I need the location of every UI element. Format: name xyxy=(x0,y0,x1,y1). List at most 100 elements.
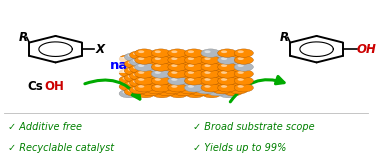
Circle shape xyxy=(232,80,239,83)
Circle shape xyxy=(224,60,243,68)
Circle shape xyxy=(169,82,188,91)
Circle shape xyxy=(211,82,217,85)
Circle shape xyxy=(179,65,198,73)
Circle shape xyxy=(171,85,177,88)
Circle shape xyxy=(238,64,244,67)
Circle shape xyxy=(166,66,172,69)
Circle shape xyxy=(224,87,243,96)
Circle shape xyxy=(169,62,188,70)
Circle shape xyxy=(152,75,172,84)
Circle shape xyxy=(196,65,215,73)
Circle shape xyxy=(238,71,244,74)
Circle shape xyxy=(184,77,204,85)
Circle shape xyxy=(150,73,156,76)
Circle shape xyxy=(218,82,238,91)
Circle shape xyxy=(138,57,144,60)
Circle shape xyxy=(161,61,167,64)
Circle shape xyxy=(152,62,172,70)
Circle shape xyxy=(163,51,182,59)
Circle shape xyxy=(144,61,150,64)
Circle shape xyxy=(129,72,149,80)
Circle shape xyxy=(229,51,248,59)
Circle shape xyxy=(124,74,144,82)
Circle shape xyxy=(227,54,233,57)
Circle shape xyxy=(196,86,215,94)
Circle shape xyxy=(133,66,139,69)
Circle shape xyxy=(216,52,222,55)
Circle shape xyxy=(212,65,232,73)
Circle shape xyxy=(178,61,184,64)
Circle shape xyxy=(135,56,154,64)
Circle shape xyxy=(136,89,155,98)
Circle shape xyxy=(183,87,189,90)
Circle shape xyxy=(168,56,187,64)
Circle shape xyxy=(168,70,187,78)
Circle shape xyxy=(206,63,212,66)
Circle shape xyxy=(222,91,228,94)
Circle shape xyxy=(179,72,198,80)
FancyArrowPatch shape xyxy=(230,76,284,102)
Circle shape xyxy=(144,54,150,57)
Circle shape xyxy=(227,68,233,71)
Circle shape xyxy=(146,72,165,80)
Circle shape xyxy=(135,70,154,78)
Circle shape xyxy=(202,82,221,91)
Circle shape xyxy=(189,91,195,94)
Circle shape xyxy=(211,54,217,57)
Circle shape xyxy=(199,52,205,55)
Circle shape xyxy=(157,81,177,89)
Circle shape xyxy=(199,59,205,62)
Circle shape xyxy=(232,59,239,62)
Circle shape xyxy=(172,84,178,87)
Text: N: N xyxy=(180,59,191,72)
Circle shape xyxy=(178,68,184,71)
Circle shape xyxy=(139,63,145,66)
Circle shape xyxy=(136,75,155,84)
Circle shape xyxy=(206,77,212,80)
Circle shape xyxy=(139,77,145,80)
Circle shape xyxy=(207,67,226,75)
Circle shape xyxy=(191,60,210,68)
Circle shape xyxy=(129,86,149,94)
Circle shape xyxy=(168,84,187,92)
Circle shape xyxy=(204,71,211,74)
Circle shape xyxy=(212,51,232,59)
Circle shape xyxy=(188,71,194,74)
Circle shape xyxy=(201,63,220,71)
Circle shape xyxy=(138,85,144,88)
Circle shape xyxy=(184,70,204,78)
Circle shape xyxy=(135,84,154,92)
Circle shape xyxy=(222,56,228,59)
Circle shape xyxy=(222,77,228,80)
Circle shape xyxy=(152,55,172,63)
Circle shape xyxy=(229,65,248,73)
Circle shape xyxy=(206,70,212,73)
Circle shape xyxy=(185,82,204,91)
Circle shape xyxy=(204,78,211,81)
Circle shape xyxy=(155,71,161,74)
Circle shape xyxy=(128,75,134,78)
Circle shape xyxy=(122,70,129,73)
Circle shape xyxy=(138,78,144,81)
Circle shape xyxy=(163,65,182,73)
Circle shape xyxy=(171,64,177,67)
Circle shape xyxy=(174,87,193,96)
Circle shape xyxy=(124,81,144,89)
Circle shape xyxy=(189,84,195,87)
Circle shape xyxy=(166,59,172,62)
Circle shape xyxy=(218,89,238,98)
Circle shape xyxy=(191,74,210,82)
Circle shape xyxy=(184,56,204,64)
Circle shape xyxy=(122,84,129,87)
Circle shape xyxy=(234,49,253,57)
Circle shape xyxy=(141,87,160,96)
Circle shape xyxy=(202,55,221,63)
Circle shape xyxy=(168,63,187,71)
Circle shape xyxy=(139,91,145,94)
Circle shape xyxy=(144,68,150,71)
Circle shape xyxy=(185,55,204,63)
Circle shape xyxy=(174,53,193,61)
Circle shape xyxy=(151,63,170,71)
Circle shape xyxy=(216,87,222,90)
Circle shape xyxy=(156,56,162,59)
